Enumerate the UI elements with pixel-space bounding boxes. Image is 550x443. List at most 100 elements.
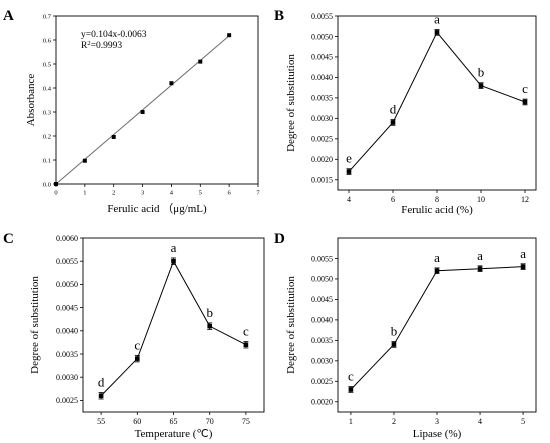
y-tick-label: 0.0025 xyxy=(311,135,333,144)
y-tick-label: 0.0030 xyxy=(311,357,333,366)
significance-letter: c xyxy=(134,337,140,352)
fit-equation: y=0.104x-0.0063 xyxy=(81,30,147,40)
r-squared-label: R2=0.9993 xyxy=(81,40,122,52)
x-tick-label: 65 xyxy=(170,417,178,426)
significance-letter: d xyxy=(98,375,105,390)
panel-letter: B xyxy=(274,8,284,24)
significance-letter: d xyxy=(390,102,397,117)
plot-frame xyxy=(337,15,537,191)
significance-letter: a xyxy=(434,250,440,265)
x-tick-label: 7 xyxy=(256,190,260,197)
y-tick-label: 0.0 xyxy=(43,181,51,188)
y-tick-label: 0.0060 xyxy=(56,234,78,243)
x-tick-label: 70 xyxy=(206,417,214,426)
y-tick-label: 0.0045 xyxy=(311,53,333,62)
significance-letter: a xyxy=(171,240,177,255)
y-tick-label: 0.0020 xyxy=(311,398,333,407)
y-tick-label: 0.0035 xyxy=(56,350,78,359)
y-tick-label: 0.0050 xyxy=(56,280,78,289)
significance-letter: b xyxy=(478,65,485,80)
y-tick-label: 0.0045 xyxy=(56,303,78,312)
y-tick-label: 0.0050 xyxy=(311,275,333,284)
series-line xyxy=(350,266,524,390)
x-tick-label: 55 xyxy=(97,417,105,426)
y-tick-label: 0.0055 xyxy=(56,257,78,266)
y-tick-label: 0.0030 xyxy=(56,373,78,382)
y-tick-label: 0.0050 xyxy=(311,32,333,41)
significance-letter: c xyxy=(243,323,249,338)
data-point xyxy=(478,83,484,88)
y-tick-label: 0.7 xyxy=(43,13,52,20)
data-point xyxy=(227,33,232,38)
panel-letter: C xyxy=(3,231,14,247)
x-tick-label: 2 xyxy=(112,190,115,197)
data-point xyxy=(169,81,174,86)
x-tick-label: 60 xyxy=(133,417,141,426)
data-point xyxy=(243,342,249,348)
panel-letter: D xyxy=(274,231,285,247)
y-tick-label: 0.0035 xyxy=(311,94,333,103)
y-tick-label: 0.2 xyxy=(43,133,51,140)
y-tick-label: 0.0025 xyxy=(311,377,333,386)
data-point xyxy=(520,264,526,269)
y-tick-label: 0.0040 xyxy=(311,316,333,325)
series-line xyxy=(100,260,247,397)
x-axis-title: Ferulic acid (%) xyxy=(401,204,473,216)
y-axis-title: Degree of substitution xyxy=(285,276,297,374)
y-tick-label: 0.0015 xyxy=(311,176,333,185)
y-tick-label: 0.0055 xyxy=(311,254,333,263)
data-point xyxy=(111,134,116,139)
panel-b: B 4 6 8 10 12 0.0015 0.0020 0.0025 0.0030 0.0035 0.… xyxy=(274,8,537,216)
y-tick-label: 0.0035 xyxy=(311,336,333,345)
data-point xyxy=(434,268,440,274)
y-tick-label: 0.4 xyxy=(43,85,52,92)
significance-letter: a xyxy=(477,248,483,263)
data-point xyxy=(348,387,354,392)
data-point xyxy=(98,393,104,399)
x-tick-label: 1 xyxy=(349,417,353,426)
data-point xyxy=(207,323,212,329)
y-tick-label: 0.0025 xyxy=(56,396,78,405)
data-point xyxy=(391,342,397,347)
y-tick-label: 0.6 xyxy=(43,37,52,44)
x-tick-label: 1 xyxy=(83,190,86,197)
x-tick-label: 2 xyxy=(392,417,396,426)
data-point xyxy=(82,158,87,163)
y-tick-label: 0.1 xyxy=(43,157,51,164)
x-tick-label: 4 xyxy=(170,190,174,197)
x-tick-label: 3 xyxy=(141,190,144,197)
significance-letter: c xyxy=(522,81,528,96)
y-tick-label: 0.0030 xyxy=(311,114,333,123)
x-tick-label: 4 xyxy=(478,417,482,426)
data-point xyxy=(390,120,396,125)
series-line xyxy=(348,31,526,172)
data-point xyxy=(477,266,483,272)
y-tick-label: 0.5 xyxy=(43,61,51,68)
r-squared-symbol: R xyxy=(81,41,88,51)
y-tick-label: 0.3 xyxy=(43,109,51,116)
panel-d: D 1 2 3 4 5 0.0020 0.0025 0.0030 0.0035 0.0040 0.00… xyxy=(274,231,537,440)
x-tick-label: 12 xyxy=(521,195,529,204)
data-point xyxy=(434,30,440,35)
panel-letter: A xyxy=(3,8,14,24)
data-point xyxy=(346,169,352,174)
y-tick-label: 0.0020 xyxy=(311,155,333,164)
significance-letter: c xyxy=(348,369,354,384)
panel-a: A 0 1 2 3 4 5 6 7 0.0 0.1 0.2 0.3 0.4 0.5 0.6 0.7 Ferulic… xyxy=(3,8,260,215)
data-point xyxy=(171,258,176,264)
significance-letter: b xyxy=(206,305,213,320)
x-axis-title: Ferulic acid （μg/mL) xyxy=(107,202,207,215)
panel-c: C 55 60 65 70 75 0.0025 0.0030 0.0035 0.0040 0.004… xyxy=(3,231,265,440)
x-axis-title: Temperature (℃) xyxy=(135,428,213,440)
y-axis-title: Absorbance xyxy=(25,74,37,127)
data-point xyxy=(140,110,145,114)
x-tick-label: 10 xyxy=(477,195,485,204)
significance-letter: b xyxy=(391,324,398,339)
data-point xyxy=(522,99,528,105)
y-tick-label: 0.0040 xyxy=(56,327,78,336)
x-tick-label: 8 xyxy=(435,195,439,204)
x-tick-label: 0 xyxy=(54,190,57,197)
data-point xyxy=(54,182,58,186)
x-tick-label: 6 xyxy=(228,190,232,197)
